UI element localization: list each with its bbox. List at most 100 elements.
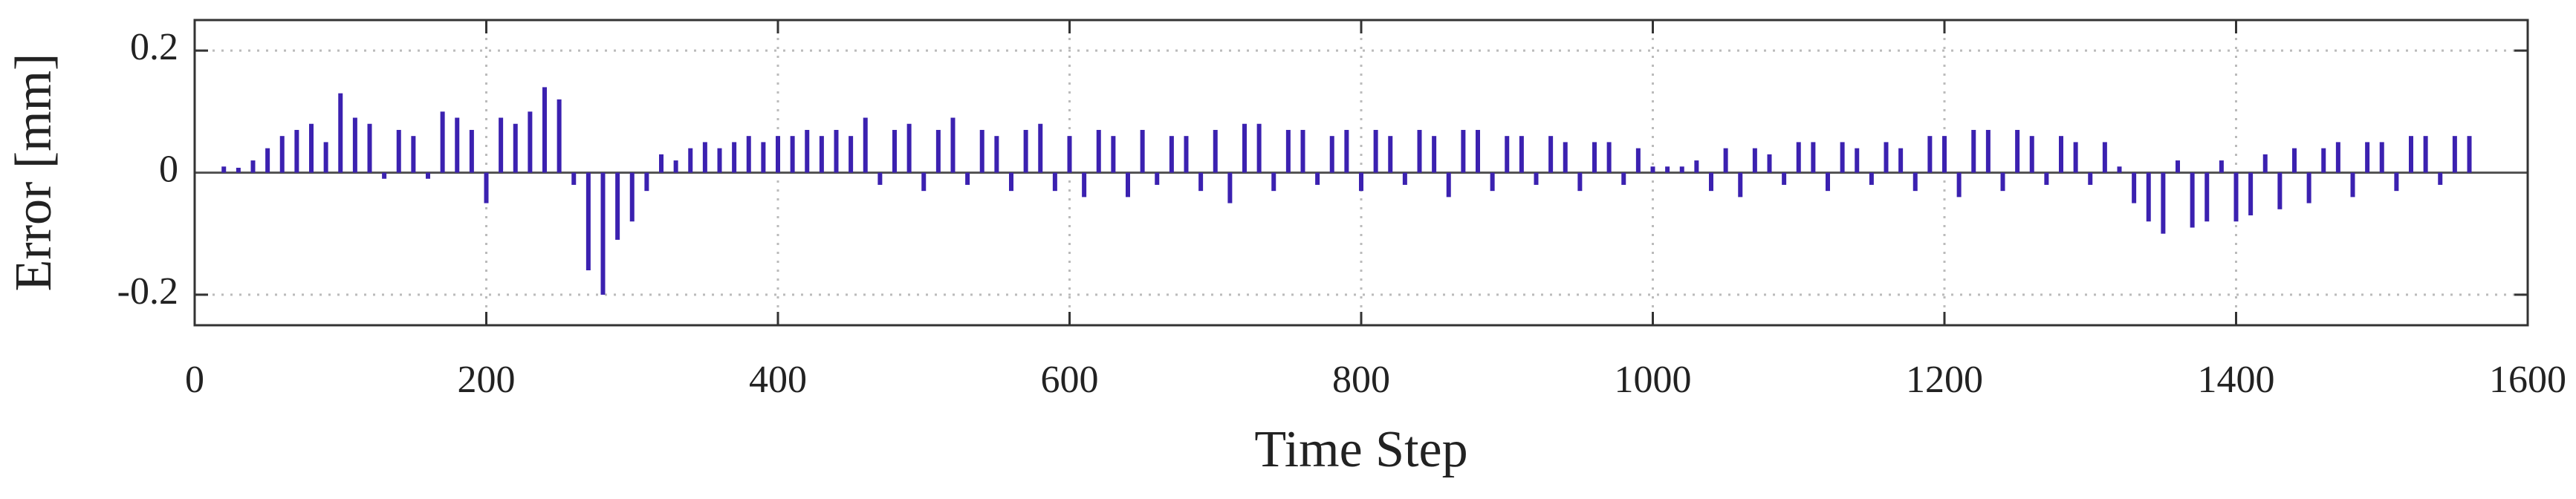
bar — [2117, 166, 2122, 173]
bar — [528, 111, 533, 173]
bar — [761, 142, 766, 173]
y-tick-label: 0.2 — [130, 26, 178, 68]
bar — [382, 172, 387, 179]
bar — [1709, 172, 1713, 192]
bar — [2335, 142, 2340, 173]
bar — [688, 148, 693, 173]
bar — [994, 136, 999, 173]
bar — [2146, 172, 2151, 222]
bar — [1388, 136, 1393, 173]
bar — [1169, 136, 1174, 173]
bar — [1796, 142, 1801, 173]
bar — [2102, 142, 2107, 173]
bar — [1461, 129, 1466, 173]
bar — [2394, 172, 2399, 192]
bar — [2262, 154, 2268, 173]
bar — [1111, 136, 1116, 173]
bar — [1782, 172, 1787, 185]
bar — [717, 148, 722, 173]
bar — [2088, 172, 2093, 185]
x-tick-label: 800 — [1332, 359, 1390, 401]
bar — [1490, 172, 1495, 192]
bar — [440, 111, 445, 173]
bar — [1927, 136, 1933, 173]
bar — [1227, 172, 1233, 203]
bar — [1811, 142, 1816, 173]
bar — [484, 172, 489, 203]
bar — [557, 99, 562, 173]
bar — [1009, 172, 1013, 192]
bar — [221, 166, 227, 173]
y-tick-label: -0.2 — [117, 270, 178, 313]
bar — [1898, 148, 1904, 173]
x-tick-label: 400 — [749, 359, 807, 401]
bar — [935, 129, 941, 173]
bar — [1855, 148, 1860, 173]
bar — [1432, 136, 1437, 173]
bar — [1563, 142, 1568, 173]
bar — [2204, 172, 2210, 222]
y-axis-label: Error [mm] — [5, 53, 62, 292]
bar — [2219, 160, 2224, 173]
bar — [659, 154, 664, 173]
bar — [294, 129, 299, 173]
bar — [426, 172, 430, 179]
bar — [950, 117, 956, 173]
bar — [1985, 129, 1991, 173]
bar — [1315, 172, 1320, 185]
bar — [542, 87, 547, 173]
bar — [732, 142, 737, 173]
bar — [2467, 136, 2472, 173]
bar — [2277, 172, 2283, 209]
bar — [513, 123, 518, 173]
bar — [1548, 136, 1554, 173]
bar — [2423, 136, 2428, 173]
bar — [1344, 129, 1349, 173]
bar — [746, 136, 751, 173]
bar — [1155, 172, 1160, 185]
bar — [1534, 172, 1539, 185]
bar — [323, 142, 328, 173]
bar — [236, 167, 241, 173]
bar — [1476, 129, 1480, 173]
bar — [1300, 129, 1305, 173]
bar — [367, 123, 372, 173]
bar — [702, 142, 707, 173]
bar — [1359, 172, 1363, 192]
bar — [571, 172, 577, 185]
bar — [819, 136, 824, 173]
bar — [2321, 148, 2326, 173]
bar — [1038, 123, 1043, 173]
bar — [1082, 172, 1087, 198]
bar — [805, 129, 810, 173]
bar — [1665, 166, 1670, 173]
bar — [2306, 172, 2311, 203]
bar — [1840, 142, 1845, 173]
bar — [1606, 142, 1612, 173]
bar — [2233, 172, 2239, 222]
bar — [2350, 172, 2355, 198]
bar — [1635, 148, 1641, 173]
x-tick-label: 1600 — [2489, 359, 2566, 401]
bar — [2059, 136, 2063, 173]
plot-frame — [193, 19, 2529, 327]
bar — [877, 172, 883, 185]
bar — [1869, 172, 1874, 185]
bar — [1738, 172, 1743, 198]
bar — [2438, 172, 2443, 185]
bar — [338, 93, 343, 173]
x-tick-label: 1000 — [1615, 359, 1692, 401]
bar — [921, 172, 927, 192]
x-axis-label: Time Step — [1254, 421, 1467, 478]
bar — [790, 136, 795, 173]
bar — [1198, 172, 1204, 192]
bar — [1519, 136, 1524, 173]
bar — [250, 160, 256, 173]
bar — [2029, 136, 2034, 173]
bar — [2044, 172, 2049, 185]
bar — [1184, 136, 1189, 173]
x-tick-label: 600 — [1041, 359, 1099, 401]
bar — [1577, 172, 1583, 192]
bar — [1052, 172, 1057, 192]
bar — [309, 123, 314, 173]
